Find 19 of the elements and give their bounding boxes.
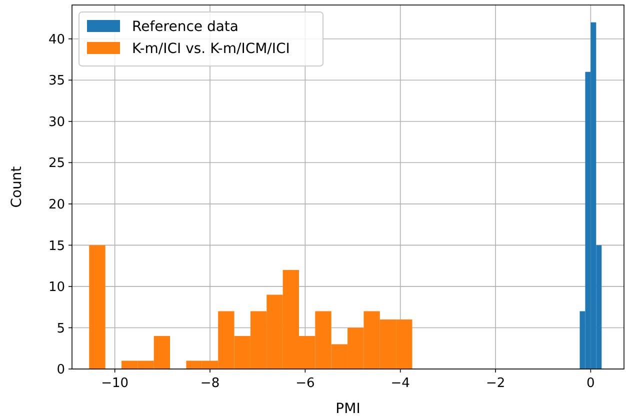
x-tick-label: −8 [200,376,220,391]
y-tick-label: 40 [48,32,65,48]
x-tick-label: −6 [296,376,315,391]
y-tick-label: 0 [56,362,65,378]
y-tick-label: 10 [48,280,65,296]
legend-label: Reference data [132,19,238,35]
x-axis-title: PMI [336,401,360,417]
x-tick-label: 0 [586,376,595,391]
x-tick-label: −10 [101,376,129,391]
y-tick-label: 20 [48,197,65,212]
x-tick-label: −4 [390,376,410,391]
y-axis-title: Count [9,166,25,208]
y-tick-label: 5 [56,321,65,336]
x-tick-label: −2 [486,376,506,391]
y-tick-label: 15 [48,238,65,254]
y-tick-label: 25 [48,156,65,172]
y-tick-label: 35 [48,74,65,89]
y-tick-label: 30 [48,114,65,130]
legend-label: K-m/ICI vs. K-m/ICM/ICI [132,41,290,57]
